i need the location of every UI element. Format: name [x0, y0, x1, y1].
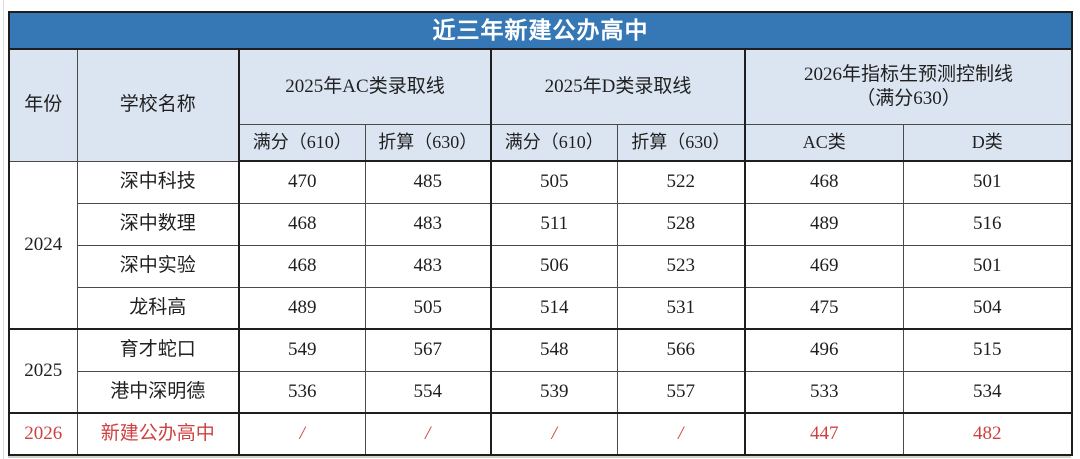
- school-cell: 深中科技: [76, 160, 240, 204]
- school-cell: 港中深明德: [76, 370, 240, 414]
- subheader-pred-d: D类: [902, 123, 1073, 162]
- score-cell: 516: [902, 202, 1073, 246]
- score-cell: 483: [364, 244, 492, 288]
- score-cell: 511: [490, 202, 618, 246]
- score-cell: 523: [616, 244, 746, 288]
- score-cell: 468: [238, 244, 366, 288]
- score-cell: 536: [238, 370, 366, 414]
- score-cell: 482: [902, 412, 1073, 456]
- score-cell: /: [616, 412, 746, 456]
- score-cell: 522: [616, 160, 746, 204]
- subheader-ac-converted: 折算（630）: [364, 123, 492, 162]
- score-cell: 506: [490, 244, 618, 288]
- col-header-school: 学校名称: [76, 48, 240, 162]
- school-cell: 深中数理: [76, 202, 240, 246]
- table-row-forecast-2026: 2026 新建公办高中 / / / / 447 482: [8, 412, 1073, 456]
- score-cell: 539: [490, 370, 618, 414]
- subheader-d-converted: 折算（630）: [616, 123, 746, 162]
- score-cell: 496: [744, 328, 904, 372]
- score-cell: 475: [744, 286, 904, 330]
- table-row: 龙科高 489 505 514 531 475 504: [9, 286, 1073, 330]
- subheader-ac-fullscore: 满分（610）: [238, 123, 366, 162]
- score-cell: 515: [902, 328, 1073, 372]
- school-cell: 新建公办高中: [76, 412, 240, 456]
- group-header-pred-2026: 2026年指标生预测控制线 （满分630）: [744, 48, 1073, 125]
- year-cell-2026: 2026: [8, 412, 78, 456]
- subheader-d-fullscore: 满分（610）: [490, 123, 618, 162]
- score-cell: 501: [902, 160, 1073, 204]
- score-cell: 534: [902, 370, 1073, 414]
- score-cell: 566: [616, 328, 746, 372]
- score-cell: 447: [744, 412, 904, 456]
- score-cell: 489: [744, 202, 904, 246]
- school-cell: 龙科高: [76, 286, 240, 330]
- score-cell: 533: [744, 370, 904, 414]
- score-cell: 554: [364, 370, 492, 414]
- score-cell: 485: [364, 160, 492, 204]
- score-cell: 470: [238, 160, 366, 204]
- score-cell: 528: [616, 202, 746, 246]
- score-cell: 531: [616, 286, 746, 330]
- score-cell: 468: [744, 160, 904, 204]
- score-cell: 469: [744, 244, 904, 288]
- table-title: 近三年新建公办高中: [8, 11, 1073, 50]
- table-row: 2024 深中科技 470 485 505 522 468 501: [8, 160, 1073, 330]
- score-cell: /: [364, 412, 492, 456]
- bottom-gridline-artifact: [8, 456, 1071, 458]
- score-cell: /: [490, 412, 618, 456]
- admission-score-table: 近三年新建公办高中 年份 学校名称 2025年AC类录取线 2025年D类录取线…: [8, 11, 1073, 456]
- score-cell: 483: [364, 202, 492, 246]
- score-cell: 548: [490, 328, 618, 372]
- score-cell: 549: [238, 328, 366, 372]
- table-row: 2025 育才蛇口 549 567 548 566 496 515: [8, 328, 1073, 414]
- score-cell: 468: [238, 202, 366, 246]
- score-cell: 505: [490, 160, 618, 204]
- group-header-ac-2025: 2025年AC类录取线: [238, 48, 492, 125]
- year-cell-2024: 2024: [8, 160, 78, 330]
- score-cell: 557: [616, 370, 746, 414]
- school-cell: 育才蛇口: [76, 328, 240, 372]
- pred-header-line2: （满分630）: [856, 87, 961, 109]
- table-row: 深中数理 468 483 511 528 489 516: [9, 202, 1073, 246]
- score-cell: 514: [490, 286, 618, 330]
- subheader-pred-ac: AC类: [744, 123, 904, 162]
- table-row: 港中深明德 536 554 539 557 533 534: [9, 370, 1073, 414]
- pred-header-line1: 2026年指标生预测控制线: [803, 64, 1013, 85]
- score-cell: 501: [902, 244, 1073, 288]
- year-cell-2025: 2025: [8, 328, 78, 414]
- score-cell: 504: [902, 286, 1073, 330]
- col-header-year: 年份: [8, 48, 78, 162]
- group-header-d-2025: 2025年D类录取线: [490, 48, 746, 125]
- school-cell: 深中实验: [76, 244, 240, 288]
- score-cell: 489: [238, 286, 366, 330]
- score-cell: 567: [364, 328, 492, 372]
- score-cell: /: [238, 412, 366, 456]
- left-gridline-artifact: [3, 0, 4, 459]
- table-row: 深中实验 468 483 506 523 469 501: [9, 244, 1073, 288]
- score-cell: 505: [364, 286, 492, 330]
